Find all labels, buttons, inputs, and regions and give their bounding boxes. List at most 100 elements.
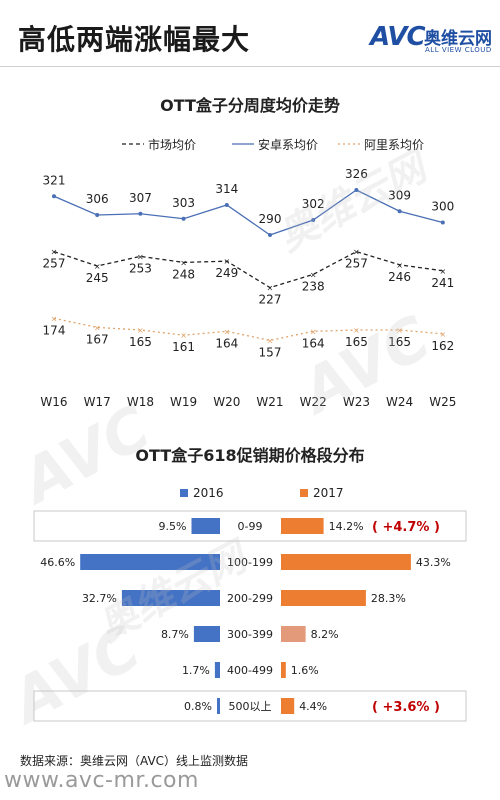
data-point-solid-W19 (181, 216, 186, 221)
data-point-solid-W17 (95, 213, 100, 217)
data-point-dotted-W16: × (51, 314, 58, 323)
data-point-dotted-W25: × (439, 330, 446, 339)
x-tick-W19: W19 (170, 395, 197, 409)
bar-label-2016-0-99: 9.5% (159, 520, 187, 533)
data-label-solid-W17: 306 (86, 192, 109, 206)
highlight-delta-0-99: ( +4.7% ) (372, 520, 440, 535)
bar-2017-300-399 (281, 626, 306, 642)
highlight-box-0-99 (33, 510, 467, 542)
bar-2016-300-399 (193, 626, 220, 642)
bar-label-2016-400-499: 1.7% (182, 664, 210, 677)
data-label-solid-W19: 303 (172, 196, 195, 210)
data-point-dashed-W21: × (267, 284, 274, 293)
data-point-solid-W23 (354, 188, 359, 192)
data-label-dotted-W22: 164 (302, 336, 325, 350)
weekly-price-line-chart: 市场均价 安卓系均价 阿里系均价×257 ×245×253 ×248×249×227×2… (40, 137, 456, 409)
series-line-solid (53, 189, 443, 236)
page-title: 高低两端涨幅最大 (18, 23, 251, 56)
data-label-dotted-W24: 165 (388, 335, 411, 349)
data-point-dotted-W21: × (267, 336, 274, 345)
data-point-dashed-W25: × (439, 267, 446, 276)
avc-logo: AVC 奥维云网 ALL VIEW CLOUD (370, 22, 492, 62)
data-point-dashed-W23: × (353, 248, 360, 257)
data-label-dotted-W23: 165 (345, 335, 368, 349)
category-label-400-499: 400-499 (227, 664, 273, 677)
x-tick-W18: W18 (127, 395, 154, 409)
x-tick-W21: W21 (256, 395, 283, 409)
data-point-dotted-W23: × (353, 326, 360, 335)
data-label-dotted-W17: 167 (86, 332, 109, 346)
data-point-dashed-W24: × (396, 261, 403, 270)
series-line-dashed (53, 250, 443, 289)
data-label-solid-W24: 309 (388, 188, 411, 202)
bar-label-2016-100-199: 46.6% (40, 556, 75, 569)
data-point-dashed-W20: × (223, 257, 230, 266)
header: 高低两端涨幅最大 AVC 奥维云网 ALL VIEW CLOUD (0, 0, 500, 66)
data-label-solid-W22: 302 (302, 197, 325, 211)
bar-2017-500以上 (281, 698, 295, 714)
data-point-solid-W21 (268, 233, 272, 237)
data-point-solid-W18 (138, 211, 143, 216)
data-label-dotted-W21: 157 (259, 345, 282, 359)
bar-chart-title: OTT盒子618促销期价格段分布 (135, 446, 365, 465)
data-point-solid-W22 (311, 218, 316, 222)
bar-label-2017-400-499: 1.6% (291, 664, 319, 677)
bar-2017-0-99 (281, 518, 324, 534)
category-label-500以上: 500以上 (229, 700, 272, 713)
footer-url: www.avc-mr.com (4, 768, 199, 793)
data-point-dotted-W22: × (310, 327, 317, 336)
bar-2016-500以上 (217, 698, 220, 714)
data-label-dashed-W18: 253 (129, 261, 152, 275)
line-chart-title: OTT盒子分周度均价走势 (160, 96, 340, 115)
x-tick-W24: W24 (386, 395, 413, 409)
data-label-solid-W16: 321 (43, 173, 66, 187)
data-point-solid-W25 (440, 220, 445, 225)
data-point-dashed-W16: × (51, 248, 58, 257)
bar-2017-400-499 (281, 662, 286, 678)
bar-label-2017-500以上: 4.4% (299, 700, 327, 713)
data-point-dotted-W17: × (94, 323, 101, 332)
x-tick-W22: W22 (300, 395, 327, 409)
data-label-dashed-W16: 257 (43, 257, 66, 271)
series-line-dotted (53, 317, 443, 342)
x-tick-W17: W17 (84, 395, 111, 409)
highlight-delta-500以上: ( +3.6% ) (372, 700, 440, 715)
legend-label-dotted: 阿里系均价 (364, 138, 424, 152)
header-divider (0, 66, 500, 67)
price-band-bar-chart: 2016 2017 ( +4.7% ) 9.5% 14.2% 0-99 46.6% 43.3%… (33, 486, 467, 722)
category-label-300-399: 300-399 (227, 628, 273, 641)
data-label-dashed-W23: 257 (345, 257, 368, 271)
bar-label-2017-0-99: 14.2% (329, 520, 364, 533)
category-label-0-99: 0-99 (238, 520, 263, 533)
x-tick-W20: W20 (213, 395, 240, 409)
data-point-dashed-W19: × (180, 258, 187, 267)
data-point-dotted-W19: × (180, 331, 187, 340)
data-label-dashed-W19: 248 (172, 267, 195, 281)
legend-label-solid: 安卓系均价 (258, 137, 318, 152)
data-point-dashed-W18: × (137, 252, 144, 261)
data-label-dashed-W20: 249 (215, 266, 238, 280)
highlight-box-500以上 (33, 690, 467, 722)
data-label-dashed-W24: 246 (388, 270, 411, 284)
data-point-solid-W20 (224, 203, 229, 207)
data-source-note: 数据来源：奥维云网（AVC）线上监测数据 (20, 754, 249, 768)
legend-swatch-2017 (300, 489, 308, 497)
data-label-dashed-W21: 227 (259, 293, 282, 307)
data-point-solid-W16 (52, 194, 56, 199)
bar-2017-100-199 (281, 554, 411, 570)
data-label-dashed-W25: 241 (431, 276, 454, 290)
data-label-solid-W21: 290 (259, 212, 282, 226)
category-label-200-299: 200-299 (227, 592, 273, 605)
bar-2016-0-99 (191, 518, 220, 534)
data-label-dashed-W22: 238 (302, 279, 325, 293)
bar-2016-200-299 (121, 590, 220, 606)
data-point-solid-W24 (397, 209, 402, 214)
bar-label-2016-300-399: 8.7% (161, 628, 189, 641)
data-label-dotted-W19: 161 (172, 340, 195, 354)
bar-2016-400-499 (214, 662, 220, 678)
category-label-100-199: 100-199 (227, 556, 273, 569)
legend-label-dashed: 市场均价 (148, 137, 196, 152)
data-point-dotted-W18: × (137, 326, 144, 335)
legend-label-2016: 2016 (193, 486, 224, 500)
data-label-dotted-W25: 162 (431, 339, 454, 353)
